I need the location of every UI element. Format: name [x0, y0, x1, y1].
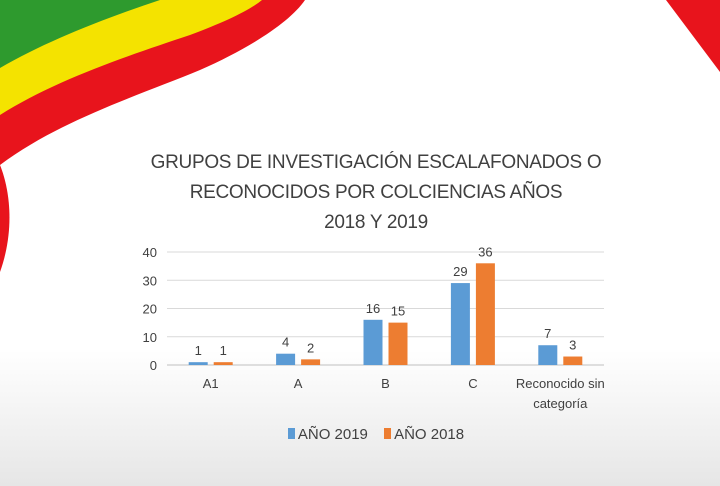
y-tick-label: 20 — [143, 302, 157, 317]
y-tick-label: 30 — [143, 273, 157, 288]
chart-title-line-3: 2018 Y 2019 — [324, 212, 428, 233]
data-label: 3 — [569, 338, 576, 353]
x-tick-label: C — [468, 376, 477, 391]
y-tick-label: 10 — [143, 330, 157, 345]
bar — [276, 353, 296, 365]
data-label: 29 — [453, 264, 467, 279]
bar — [301, 359, 321, 365]
bar — [363, 319, 383, 365]
y-tick-label: 40 — [143, 245, 157, 260]
bar — [563, 356, 583, 365]
bar — [388, 322, 408, 365]
bar — [188, 362, 208, 365]
legend-swatch-2018 — [384, 428, 392, 439]
legend-item-2019: AÑO 2019 — [287, 426, 368, 443]
data-label: 1 — [195, 343, 202, 358]
bar — [538, 345, 558, 365]
corner-red-triangle — [666, 0, 720, 72]
legend-swatch-2019 — [287, 428, 295, 439]
flag-ribbon-green-band — [0, 0, 160, 68]
bar — [213, 362, 233, 365]
bar — [450, 283, 470, 365]
bar — [475, 263, 495, 365]
data-label: 2 — [307, 340, 314, 355]
x-tick-label: Reconocido sin categoría — [516, 376, 605, 411]
x-tick-label: A — [294, 376, 303, 391]
chart-title-line-2: RECONOCIDOS POR COLCIENCIAS AÑOS — [189, 182, 563, 203]
data-label: 36 — [478, 244, 492, 259]
flag-ribbon-red-tail — [0, 165, 10, 272]
data-label: 15 — [391, 304, 405, 319]
y-tick-label: 0 — [150, 358, 157, 373]
x-tick-label: B — [381, 376, 390, 391]
data-label: 7 — [544, 326, 551, 341]
data-label: 4 — [282, 335, 289, 350]
chart-title-line-1: GRUPOS DE INVESTIGACIÓN ESCALAFONADOS O — [150, 152, 602, 173]
data-label: 16 — [366, 301, 380, 316]
legend-label-2018: AÑO 2018 — [394, 426, 465, 443]
legend-label-2019: AÑO 2019 — [297, 426, 368, 443]
data-label: 1 — [220, 343, 227, 358]
x-tick-label: A1 — [203, 376, 219, 391]
chart-legend: AÑO 2019 AÑO 2018 — [0, 426, 720, 443]
legend-item-2018: AÑO 2018 — [384, 426, 464, 443]
